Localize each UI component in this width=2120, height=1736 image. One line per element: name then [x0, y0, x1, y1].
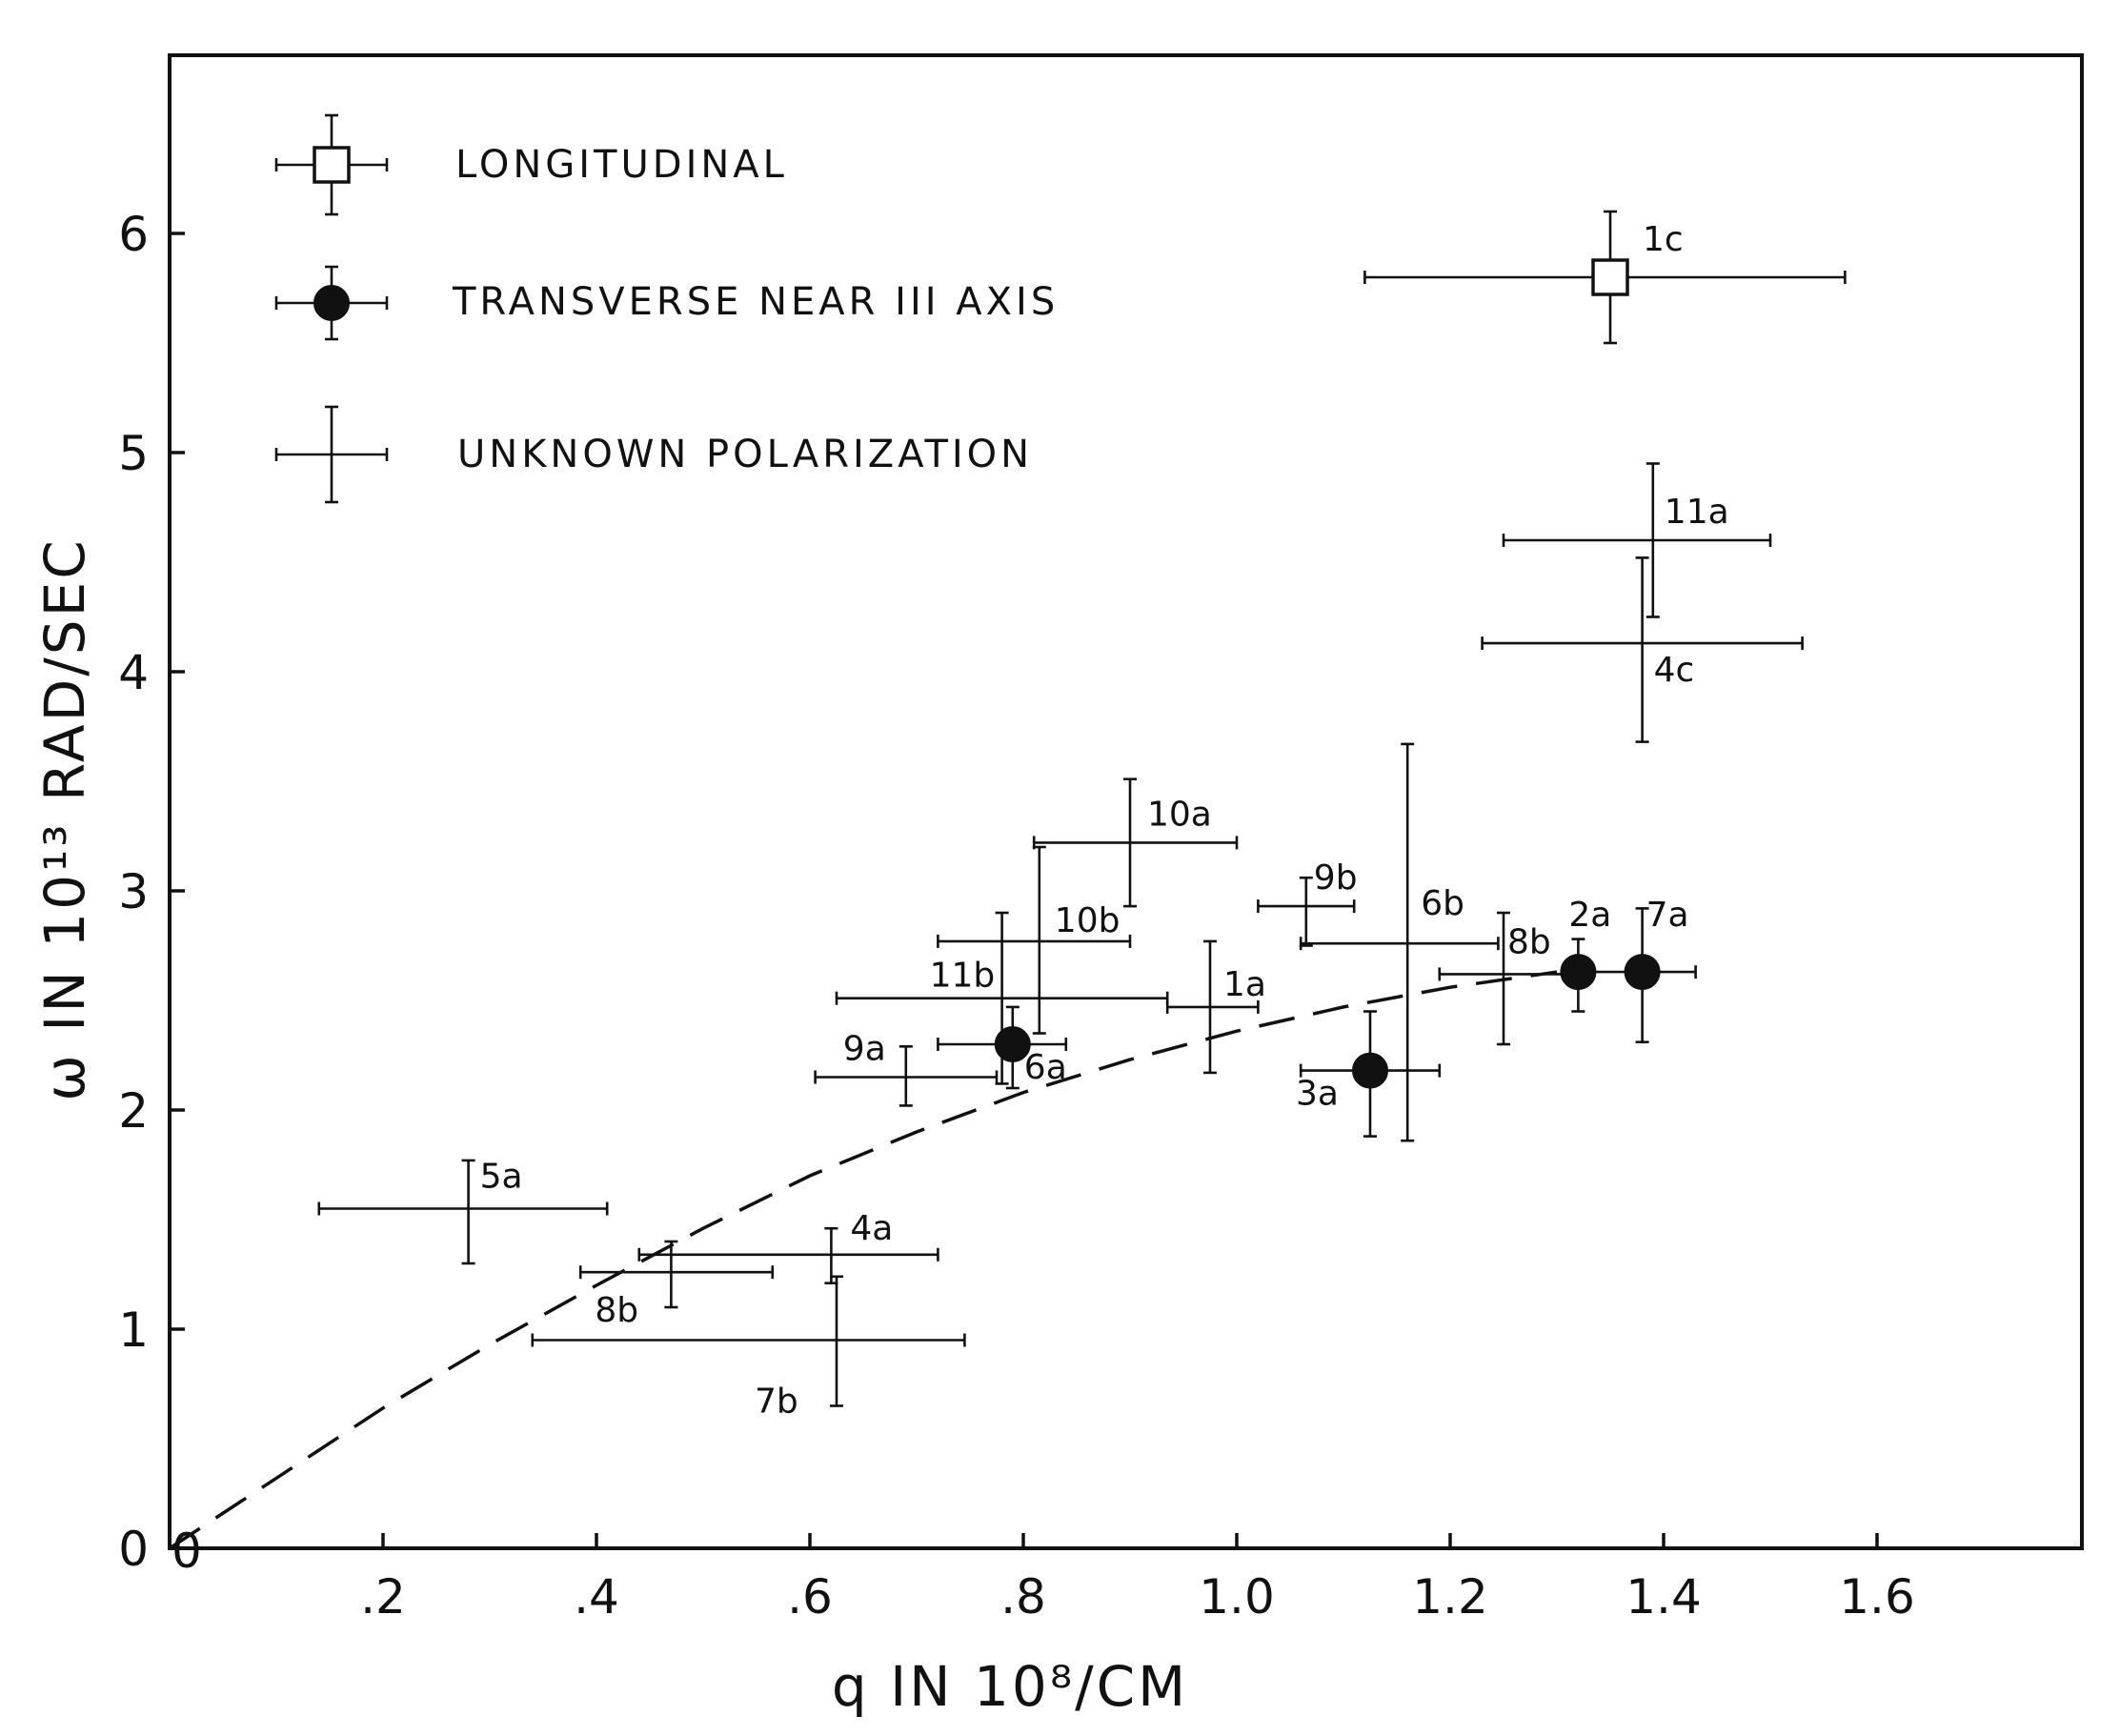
data-point-1a: 1a: [1165, 939, 1266, 1075]
y-axis-title: ω IN 10¹³ RAD/SEC: [32, 537, 97, 1100]
y-tick-label: 0: [118, 1522, 149, 1577]
data-point-3a: 3a: [1296, 1010, 1442, 1138]
point-label: 9b: [1314, 858, 1358, 898]
data-point-8b: 8b: [1438, 911, 1569, 1046]
data-point-5a: 5a: [317, 1158, 609, 1265]
point-label: 2a: [1568, 896, 1611, 935]
y-tick-label: 1: [118, 1302, 149, 1358]
legend-label: LONGITUDINAL: [455, 143, 788, 187]
point-label: 6b: [1421, 884, 1464, 923]
plot-frame: [168, 53, 2084, 1550]
data-point-9a: 9a: [814, 1030, 999, 1107]
trend-line: [169, 970, 1558, 1550]
legend-item-unknown: UNKNOWN POLARIZATION: [274, 405, 1033, 504]
legend-item-longitudinal: LONGITUDINAL: [274, 113, 788, 216]
data-point-4c: 4c: [1481, 556, 1804, 743]
point-label: 3a: [1296, 1075, 1339, 1114]
point-label: 5a: [480, 1158, 523, 1197]
point-marker-circle: [1624, 954, 1661, 991]
point-marker-circle: [994, 1026, 1031, 1062]
point-label: 8b: [595, 1291, 638, 1330]
data-point-1c: 1c: [1363, 210, 1847, 345]
point-label: 1a: [1223, 965, 1266, 1004]
y-tick-label: 2: [118, 1083, 149, 1139]
point-marker-circle: [1352, 1052, 1388, 1089]
legend-item-transverse: TRANSVERSE NEAR III AXIS: [274, 265, 1059, 341]
data-point-6b: 6b: [1299, 742, 1500, 1142]
point-label: 6a: [1024, 1048, 1067, 1087]
point-label: 4c: [1654, 651, 1695, 690]
y-tick-label: 3: [118, 864, 149, 919]
x-tick-label: 0: [172, 1524, 202, 1579]
point-label: 1c: [1643, 220, 1684, 259]
legend-label: UNKNOWN POLARIZATION: [457, 433, 1033, 476]
point-label: 10b: [1055, 901, 1121, 940]
data-point-6a: 6a: [937, 1005, 1068, 1090]
point-label: 9a: [843, 1030, 886, 1069]
y-tick-label: 5: [118, 426, 149, 481]
data-point-10b: 10b: [937, 845, 1132, 1035]
point-marker-square: [313, 146, 351, 184]
point-label: 7b: [755, 1383, 798, 1422]
point-label: 10a: [1147, 795, 1212, 834]
data-point-4a: 4a: [637, 1209, 939, 1284]
x-tick-label: .2: [360, 1569, 406, 1625]
x-axis-title: q IN 10⁸/CM: [832, 1654, 1188, 1719]
point-label: 11b: [930, 957, 996, 996]
plot-axes: .2 .4 .6 .8 1.0 1.2 1.4 1.6 0 1 2 3 4 5 6 0: [118, 53, 2084, 1625]
data-point-8b: 8b: [578, 1240, 775, 1330]
data-point-10a: 10a: [1032, 777, 1239, 908]
x-tick-label: 1.0: [1199, 1569, 1275, 1625]
y-tick-label: 4: [118, 645, 149, 700]
x-tick-label: .6: [787, 1569, 833, 1625]
data-point-9b: 9b: [1257, 858, 1358, 947]
legend: LONGITUDINAL TRANSVERSE NEAR III AXIS UNKN…: [274, 113, 1059, 504]
point-marker-circle: [313, 285, 350, 321]
data-points: 1c 2a 7a 3a 6a 11a 4c 10a 10b 11b 1a 9b 6b 8b 9a 5a 4a 8b…: [317, 210, 1847, 1422]
x-tick-label: 1.4: [1625, 1569, 1702, 1625]
y-tick-label: 6: [118, 207, 149, 262]
x-tick-label: 1.2: [1412, 1569, 1488, 1625]
trend-line-group: [169, 970, 1558, 1550]
point-label: 8b: [1507, 922, 1551, 961]
data-point-2a: 2a: [1560, 896, 1611, 1013]
data-point-7a: 7a: [1587, 896, 1697, 1043]
data-point-11a: 11a: [1502, 462, 1772, 618]
data-point-7b: 7b: [531, 1275, 966, 1422]
x-tick-label: 1.6: [1839, 1569, 1915, 1625]
point-label: 11a: [1665, 493, 1729, 532]
point-marker-square: [1591, 258, 1629, 296]
point-label: 7a: [1646, 896, 1689, 935]
x-tick-label: .8: [1000, 1569, 1046, 1625]
legend-label: TRANSVERSE NEAR III AXIS: [452, 280, 1059, 324]
point-label: 4a: [850, 1209, 893, 1248]
x-tick-label: .4: [574, 1569, 619, 1625]
